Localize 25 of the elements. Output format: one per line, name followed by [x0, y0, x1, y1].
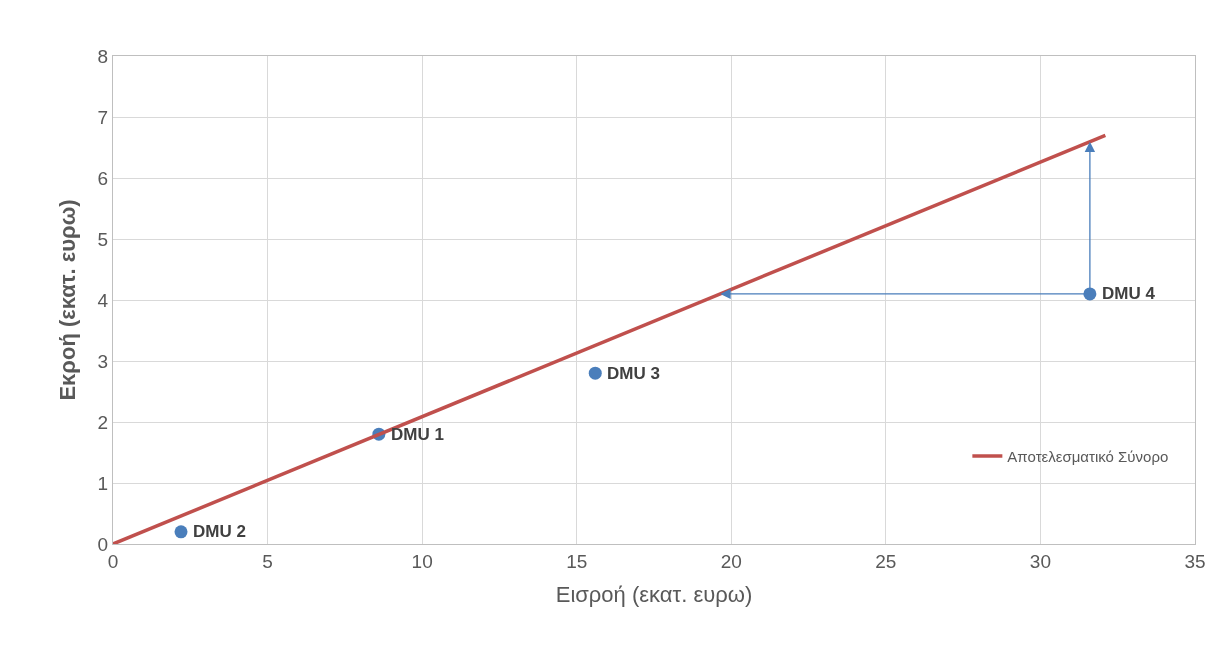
y-tick-label: 1: [97, 472, 109, 494]
y-tick-label: 0: [97, 533, 109, 555]
point: [174, 525, 188, 539]
annotation: DMU 1: [391, 425, 444, 444]
y-tick-label: 6: [97, 167, 109, 189]
y-tick-label: 5: [97, 228, 109, 250]
x-tick-label: 5: [262, 550, 273, 572]
x-tick-label: 30: [1029, 550, 1051, 572]
y-tick-label: 3: [97, 350, 109, 372]
x-tick-label: 25: [875, 550, 897, 572]
y-tick-label: 8: [97, 45, 109, 67]
x-axis-title: Εισροή (εκατ. ευρω): [555, 581, 753, 607]
annotation: DMU 2: [193, 522, 246, 541]
y-axis-title: Εκροή (εκατ. ευρω): [55, 199, 81, 401]
y-tick-label: 7: [97, 106, 109, 128]
annotation: DMU 4: [1102, 284, 1156, 303]
y-tick-label: 4: [97, 289, 109, 311]
x-tick-label: 10: [411, 550, 433, 572]
x-tick-label: 35: [1184, 550, 1206, 572]
legend-label: Αποτελεσματικό Σύνορο: [1007, 447, 1169, 465]
annotation: DMU 3: [607, 364, 660, 383]
x-tick-label: 15: [566, 550, 588, 572]
y-tick-label: 2: [97, 411, 109, 433]
point: [588, 366, 602, 380]
x-tick-label: 20: [720, 550, 742, 572]
